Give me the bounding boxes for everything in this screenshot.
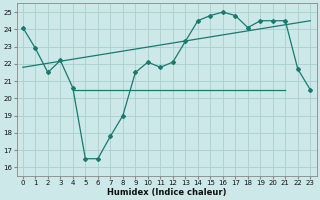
X-axis label: Humidex (Indice chaleur): Humidex (Indice chaleur) bbox=[107, 188, 226, 197]
